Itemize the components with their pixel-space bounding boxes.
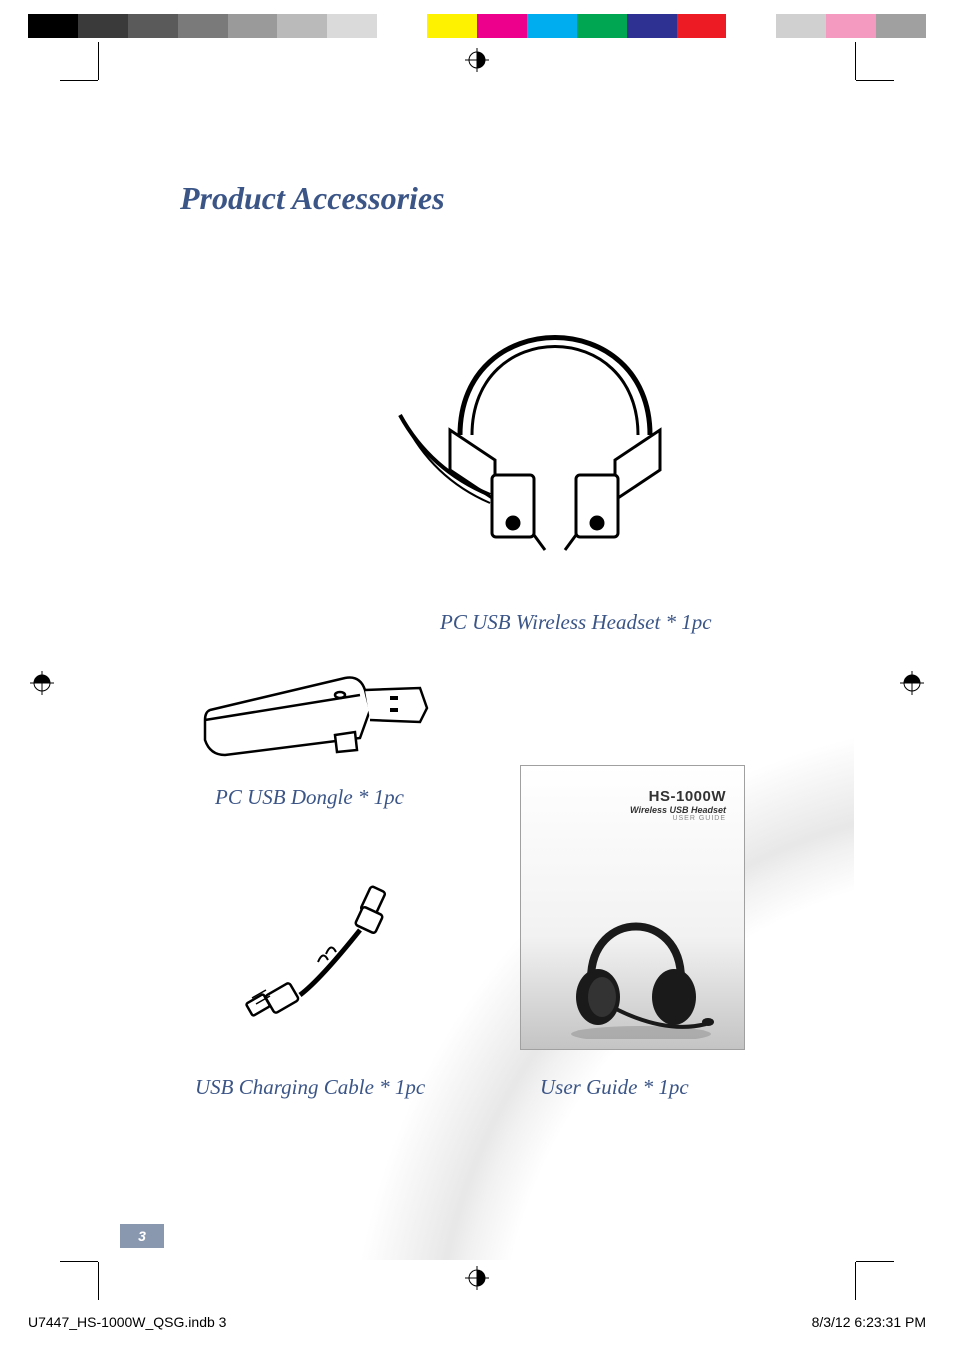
guide-cover-model: HS-1000W [630, 788, 726, 805]
page-content: Product Accessories PC USB Wireless Head… [100, 80, 854, 1260]
footer-filename: U7447_HS-1000W_QSG.indb 3 [28, 1314, 226, 1330]
crop-mark [856, 80, 894, 81]
registration-mark-right-icon [900, 671, 924, 695]
page-number: 3 [138, 1228, 146, 1244]
guide-cover-subtitle: Wireless USB Headset [630, 805, 726, 815]
crop-mark [856, 1261, 894, 1262]
crop-mark [60, 80, 98, 81]
dongle-line-art-icon [195, 660, 445, 770]
page-number-badge: 3 [120, 1224, 164, 1248]
crop-mark [855, 1262, 856, 1300]
guide-cover-headset-icon [546, 879, 716, 1039]
print-color-bar [28, 14, 926, 38]
user-guide-cover: HS-1000W Wireless USB Headset USER GUIDE [520, 765, 745, 1050]
cable-caption: USB Charging Cable * 1pc [195, 1075, 425, 1100]
crop-mark [855, 42, 856, 80]
crop-mark [98, 1262, 99, 1300]
registration-mark-top-icon [465, 48, 489, 72]
dongle-caption: PC USB Dongle * 1pc [215, 785, 404, 810]
crop-mark [98, 42, 99, 80]
guide-caption: User Guide * 1pc [540, 1075, 689, 1100]
footer-timestamp: 8/3/12 6:23:31 PM [812, 1314, 926, 1330]
headset-caption: PC USB Wireless Headset * 1pc [440, 610, 712, 635]
headset-line-art-icon [390, 235, 720, 585]
registration-mark-bottom-icon [465, 1266, 489, 1290]
print-footer: U7447_HS-1000W_QSG.indb 3 8/3/12 6:23:31… [28, 1314, 926, 1330]
cable-line-art-icon [210, 880, 440, 1030]
section-title: Product Accessories [180, 180, 445, 217]
registration-mark-left-icon [30, 671, 54, 695]
crop-mark [60, 1261, 98, 1262]
guide-cover-label: USER GUIDE [630, 815, 726, 822]
